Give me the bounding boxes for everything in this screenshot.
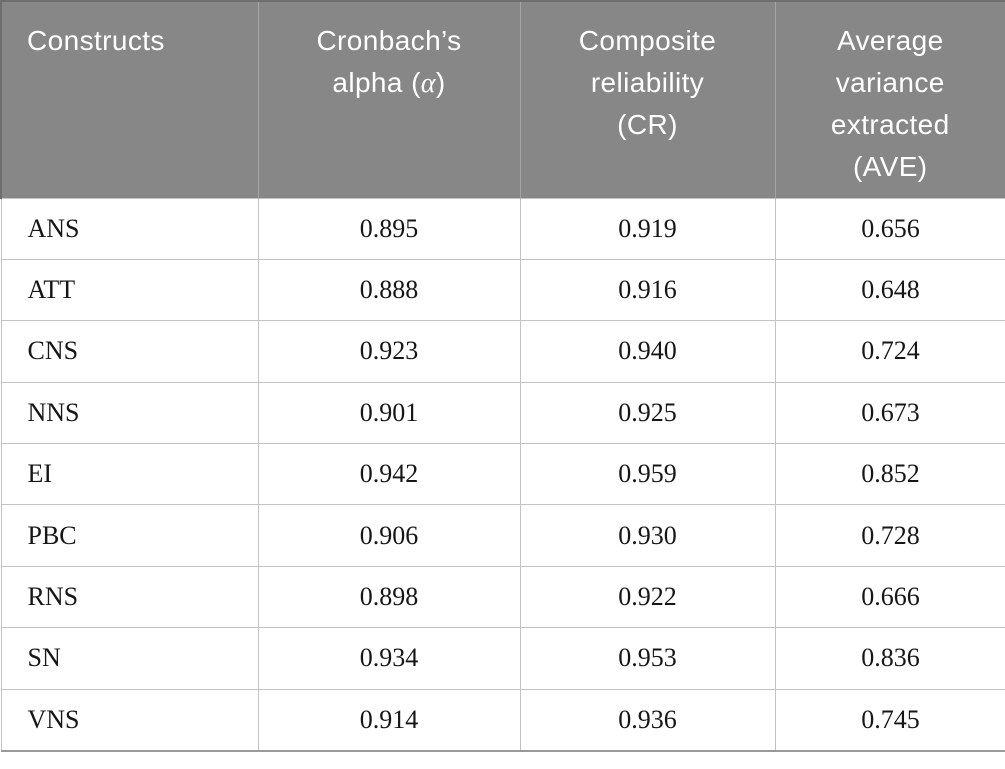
cr-value: 0.930 (519, 504, 776, 567)
cr-value: 0.916 (519, 258, 776, 322)
alpha-value: 0.934 (257, 627, 521, 690)
ave-value: 0.852 (774, 443, 1005, 506)
cr-value: 0.925 (519, 381, 776, 445)
table-row: ANS 0.895 0.919 0.656 (0, 197, 1005, 260)
table-body: ANS 0.895 0.919 0.656 ATT 0.888 0.916 0.… (0, 197, 1005, 752)
alpha-symbol: α (420, 68, 436, 99)
ave-value: 0.728 (774, 504, 1005, 567)
alpha-symbol-group: (α) (411, 67, 446, 99)
construct-cell: PBC (0, 504, 259, 567)
construct-cell: ANS (0, 197, 259, 260)
cr-value: 0.936 (519, 688, 776, 752)
alpha-value: 0.923 (257, 320, 521, 383)
header-cell-average-variance-extracted: Average variance extracted (AVE) (774, 0, 1005, 198)
reliability-statistics-table: Constructs Cronbach’s alpha (α) Composit… (0, 0, 1005, 752)
header-label-average-variance-extracted: Average variance extracted (AVE) (830, 25, 950, 182)
header-cell-cronbachs-alpha: Cronbach’s alpha (α) (257, 0, 521, 198)
ave-value: 0.745 (774, 688, 1005, 752)
ave-value: 0.666 (774, 565, 1005, 629)
header-label-cronbachs-alpha: Cronbach’s alpha (α) (316, 25, 462, 99)
ave-value: 0.656 (774, 197, 1005, 260)
table-row: VNS 0.914 0.936 0.745 (0, 688, 1005, 752)
table-row: ATT 0.888 0.916 0.648 (0, 258, 1005, 322)
header-row: Constructs Cronbach’s alpha (α) Composit… (0, 0, 1005, 198)
table-row: PBC 0.906 0.930 0.728 (0, 504, 1005, 567)
ave-value: 0.648 (774, 258, 1005, 322)
header-cell-composite-reliability: Composite reliability (CR) (519, 0, 776, 198)
alpha-value: 0.895 (257, 197, 521, 260)
construct-cell: NNS (0, 381, 259, 445)
alpha-value: 0.901 (257, 381, 521, 445)
construct-cell: EI (0, 443, 259, 506)
header-cell-constructs: Constructs (0, 0, 259, 198)
cr-value: 0.959 (519, 443, 776, 506)
ave-value: 0.673 (774, 381, 1005, 445)
alpha-value: 0.914 (257, 688, 521, 752)
table-row: RNS 0.898 0.922 0.666 (0, 565, 1005, 629)
alpha-value: 0.942 (257, 443, 521, 506)
construct-cell: CNS (0, 320, 259, 383)
header-label-constructs: Constructs (27, 25, 165, 56)
cr-value: 0.953 (519, 627, 776, 690)
ave-value: 0.836 (774, 627, 1005, 690)
construct-cell: ATT (0, 258, 259, 322)
table-row: CNS 0.923 0.940 0.724 (0, 320, 1005, 383)
cr-value: 0.919 (519, 197, 776, 260)
cr-value: 0.922 (519, 565, 776, 629)
construct-cell: RNS (0, 565, 259, 629)
alpha-value: 0.888 (257, 258, 521, 322)
alpha-value: 0.906 (257, 504, 521, 567)
construct-cell: SN (0, 627, 259, 690)
table-row: NNS 0.901 0.925 0.673 (0, 381, 1005, 445)
construct-cell: VNS (0, 688, 259, 752)
alpha-value: 0.898 (257, 565, 521, 629)
table-row: EI 0.942 0.959 0.852 (0, 443, 1005, 506)
table-header: Constructs Cronbach’s alpha (α) Composit… (0, 0, 1005, 198)
table-row: SN 0.934 0.953 0.836 (0, 627, 1005, 690)
header-label-composite-reliability: Composite reliability (CR) (578, 25, 717, 140)
cr-value: 0.940 (519, 320, 776, 383)
ave-value: 0.724 (774, 320, 1005, 383)
